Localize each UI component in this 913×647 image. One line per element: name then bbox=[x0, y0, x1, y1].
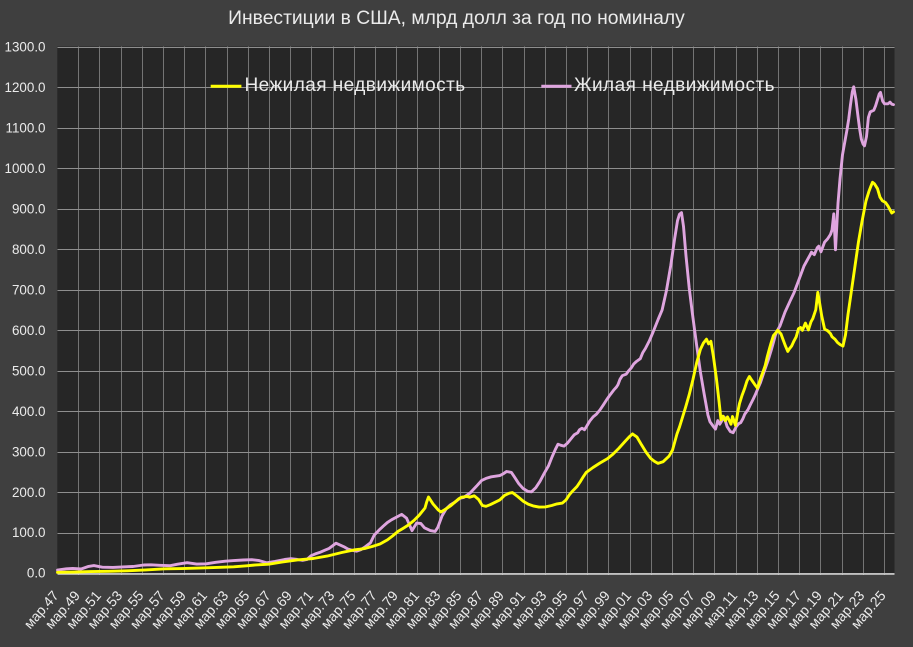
svg-text:400.0: 400.0 bbox=[12, 404, 46, 419]
svg-text:1100.0: 1100.0 bbox=[6, 121, 46, 136]
svg-text:700.0: 700.0 bbox=[12, 283, 46, 298]
svg-text:1200.0: 1200.0 bbox=[5, 80, 46, 95]
svg-text:1300.0: 1300.0 bbox=[5, 40, 46, 55]
svg-text:600.0: 600.0 bbox=[12, 323, 46, 338]
svg-text:1000.0: 1000.0 bbox=[5, 161, 46, 176]
svg-text:300.0: 300.0 bbox=[12, 444, 46, 459]
svg-text:500.0: 500.0 bbox=[12, 363, 46, 378]
svg-text:0.0: 0.0 bbox=[27, 566, 46, 581]
svg-text:100.0: 100.0 bbox=[12, 525, 46, 540]
svg-text:Нежилая недвижимость: Нежилая недвижимость bbox=[245, 75, 466, 96]
svg-text:900.0: 900.0 bbox=[12, 202, 46, 217]
svg-text:Жилая недвижимость: Жилая недвижимость bbox=[574, 75, 775, 96]
svg-text:200.0: 200.0 bbox=[12, 485, 46, 500]
svg-text:Инвестиции в США, млрд долл за: Инвестиции в США, млрд долл за год по но… bbox=[228, 8, 685, 29]
svg-text:800.0: 800.0 bbox=[12, 242, 46, 257]
